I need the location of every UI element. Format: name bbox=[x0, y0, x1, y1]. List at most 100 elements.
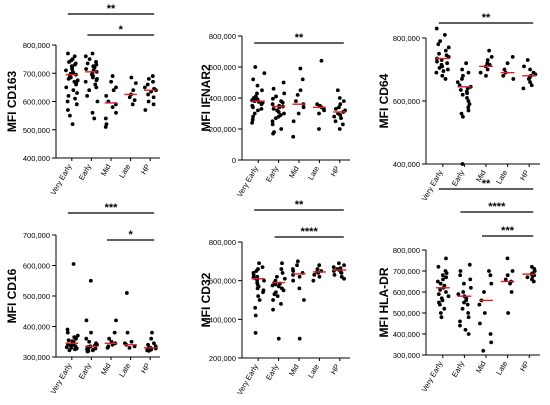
data-point bbox=[87, 339, 92, 344]
data-point bbox=[456, 292, 461, 296]
data-point bbox=[458, 273, 463, 278]
y-axis-label: MFI CD16 bbox=[5, 268, 19, 323]
data-point bbox=[65, 327, 70, 332]
panel-4: 300,000 400,000 500,000 600,000 700,000 MFI C… bbox=[5, 202, 160, 396]
data-point bbox=[465, 95, 469, 100]
data-point bbox=[146, 92, 150, 97]
data-point bbox=[104, 93, 109, 98]
x-tick-label: Early bbox=[264, 362, 280, 382]
data-point bbox=[280, 100, 285, 105]
data-point bbox=[338, 102, 343, 107]
data-point bbox=[466, 315, 471, 320]
data-point bbox=[295, 93, 300, 97]
data-point bbox=[133, 81, 138, 86]
data-point bbox=[127, 95, 132, 100]
data-point bbox=[501, 73, 506, 78]
data-point bbox=[271, 131, 276, 136]
data-point bbox=[296, 259, 300, 264]
y-tick-label: 300,000 bbox=[23, 353, 50, 362]
data-point bbox=[339, 271, 344, 275]
data-point bbox=[440, 73, 445, 78]
data-point bbox=[506, 311, 511, 315]
x-tick-label: Very Early bbox=[235, 362, 260, 396]
data-point bbox=[441, 69, 446, 73]
data-point bbox=[482, 290, 486, 294]
y-tick-label: 500,000 bbox=[393, 309, 420, 318]
data-point bbox=[255, 83, 260, 88]
data-point bbox=[311, 278, 316, 283]
data-point bbox=[446, 294, 451, 299]
data-point bbox=[337, 96, 342, 100]
data-point bbox=[525, 58, 530, 62]
significance-label: * bbox=[128, 229, 133, 241]
data-point bbox=[132, 98, 137, 102]
data-point bbox=[489, 340, 494, 345]
data-point bbox=[276, 110, 281, 114]
data-point bbox=[312, 272, 317, 277]
panel-3: 400,000 600,000 800,000 MFI CD64 Very Early E… bbox=[377, 12, 540, 203]
data-point bbox=[146, 349, 151, 353]
data-point bbox=[315, 267, 320, 271]
data-point bbox=[444, 271, 449, 275]
data-point bbox=[84, 336, 89, 341]
data-point bbox=[85, 349, 90, 354]
data-point bbox=[521, 86, 526, 91]
data-point bbox=[342, 263, 346, 268]
data-point bbox=[71, 88, 76, 93]
data-point bbox=[468, 277, 473, 282]
data-point bbox=[111, 88, 116, 93]
y-tick-label: 700,000 bbox=[23, 231, 50, 240]
data-point bbox=[460, 77, 464, 81]
data-point bbox=[73, 96, 77, 101]
data-point bbox=[302, 298, 306, 302]
y-tick-label: 600,000 bbox=[23, 262, 50, 271]
data-point bbox=[339, 116, 343, 121]
data-point bbox=[65, 99, 70, 104]
x-tick-label: Very Early bbox=[49, 162, 74, 196]
data-point bbox=[279, 267, 284, 271]
panel-5: 200,000 400,000 600,000 800,000 MFI CD32 Very… bbox=[199, 199, 350, 397]
data-point bbox=[526, 77, 531, 81]
data-point bbox=[107, 336, 112, 341]
data-point bbox=[94, 85, 99, 90]
data-point bbox=[460, 67, 465, 72]
data-point bbox=[467, 102, 472, 107]
data-point bbox=[256, 294, 261, 299]
data-point bbox=[438, 288, 443, 292]
data-point bbox=[443, 48, 448, 53]
data-point bbox=[273, 116, 278, 121]
data-point bbox=[251, 114, 255, 119]
y-tick-label: 600,000 bbox=[23, 98, 50, 107]
data-point bbox=[342, 276, 346, 281]
significance-label: ** bbox=[107, 3, 116, 15]
data-point bbox=[437, 302, 442, 307]
data-point bbox=[317, 111, 321, 116]
data-point bbox=[531, 279, 536, 284]
data-point bbox=[281, 288, 286, 293]
data-point bbox=[505, 273, 510, 278]
x-tick-label: Late bbox=[306, 165, 321, 182]
data-point bbox=[296, 111, 301, 116]
data-point bbox=[75, 333, 80, 338]
data-point bbox=[250, 117, 255, 122]
data-point bbox=[68, 113, 72, 118]
data-point bbox=[522, 64, 526, 69]
data-point bbox=[275, 294, 280, 299]
x-tick-label: HP bbox=[139, 362, 152, 376]
y-tick-label: 600,000 bbox=[393, 288, 420, 297]
data-point bbox=[110, 105, 115, 110]
data-point bbox=[444, 275, 449, 280]
y-tick-label: 800,000 bbox=[23, 41, 50, 50]
data-point bbox=[124, 291, 129, 295]
data-point bbox=[435, 279, 440, 284]
data-point bbox=[151, 79, 155, 84]
y-axis-label: MFI CD64 bbox=[377, 73, 391, 128]
data-point bbox=[271, 307, 275, 312]
data-point bbox=[261, 290, 265, 295]
data-point bbox=[129, 339, 134, 344]
data-point bbox=[461, 281, 466, 286]
x-tick-label: Late bbox=[117, 163, 132, 180]
x-tick-label: Mid bbox=[99, 163, 113, 178]
data-point bbox=[436, 292, 441, 296]
y-tick-label: 400,000 bbox=[23, 323, 50, 332]
